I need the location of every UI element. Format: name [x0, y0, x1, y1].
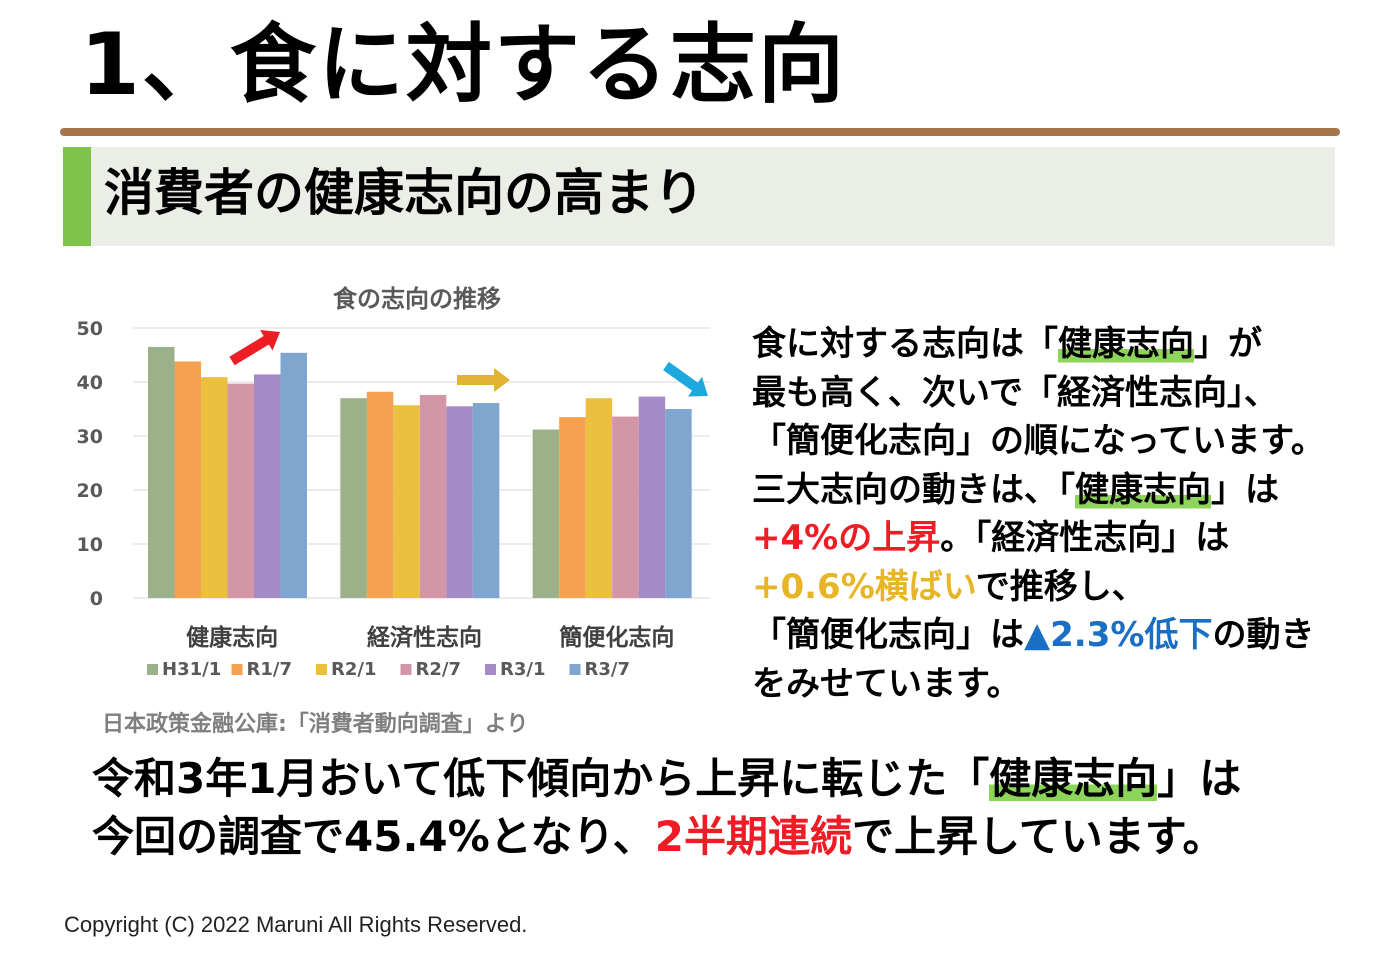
bar — [472, 403, 500, 598]
bar-chart: 食の志向の推移 0 10 20 30 40 50 健康志向 経済性志向 簡便化志向 H31/1 R1/… — [77, 285, 710, 680]
bar — [532, 429, 560, 598]
chart-title: 食の志向の推移 — [333, 285, 501, 313]
y-tick-label: 30 — [77, 426, 103, 448]
page-title: 1、食に対する志向 — [80, 15, 846, 115]
highlight-health-2: 健康志向 — [1075, 469, 1211, 510]
x-tick-label: 経済性志向 — [367, 624, 482, 651]
legend-label: R3/7 — [585, 659, 630, 680]
y-tick-label: 20 — [77, 480, 103, 502]
flat-text: +0.6%横ばい — [752, 566, 976, 607]
source-note: 日本政策金融公庫:「消費者動向調査」より — [102, 712, 529, 737]
bar — [585, 398, 613, 598]
bar — [559, 417, 586, 598]
consecutive-rise-text: 2半期連続 — [654, 812, 853, 861]
up-arrow — [229, 330, 280, 366]
bar — [665, 409, 692, 598]
rise-text: +4%の上昇 — [752, 518, 941, 558]
bar — [638, 396, 666, 598]
legend-swatch — [400, 664, 412, 675]
title-divider — [60, 128, 1340, 136]
bar — [393, 405, 420, 598]
bar — [446, 406, 473, 598]
legend-label: R3/1 — [500, 659, 545, 680]
y-tick-label: 10 — [77, 534, 103, 556]
x-tick-label: 簡便化志向 — [559, 624, 674, 651]
bar — [201, 377, 228, 598]
conclusion-text: 令和3年1月おいて低下傾向から上昇に転じた「健康志向」は 今回の調査で45.4%… — [92, 754, 1242, 861]
x-tick-label: 健康志向 — [186, 624, 278, 651]
copyright: Copyright (C) 2022 Maruni All Rights Res… — [64, 912, 528, 937]
y-tick-label: 0 — [90, 588, 103, 610]
y-tick-label: 50 — [77, 318, 103, 340]
highlight-health-3: 健康志向 — [989, 754, 1158, 803]
bar — [340, 398, 367, 598]
description-text: 食に対する志向は「健康志向」が 最も高く、次いで「経済性志向」、 「簡便化志向」… — [752, 324, 1325, 704]
right-arrow — [457, 368, 510, 392]
bar — [227, 383, 254, 598]
subtitle: 消費者の健康志向の高まり — [104, 164, 704, 222]
legend-swatch — [485, 664, 496, 675]
down-arrow — [663, 361, 708, 397]
legend-swatch — [569, 664, 581, 675]
legend-swatch — [147, 664, 158, 675]
legend-swatch — [231, 664, 243, 675]
legend-swatch — [316, 664, 327, 675]
y-tick-label: 40 — [77, 372, 103, 394]
decline-text: ▲2.3%低下 — [1024, 615, 1213, 655]
legend-label: R2/7 — [416, 659, 461, 680]
legend-label: H31/1 — [162, 659, 221, 680]
bar — [254, 374, 281, 598]
legend-label: R2/1 — [331, 659, 376, 680]
bar — [419, 394, 447, 598]
highlight-health: 健康志向 — [1058, 324, 1194, 364]
bar — [612, 416, 639, 598]
bar — [366, 391, 394, 598]
bar — [280, 352, 307, 598]
subtitle-banner — [63, 147, 1335, 246]
bar — [174, 361, 201, 598]
legend-label: R1/7 — [247, 659, 292, 680]
bar — [148, 346, 175, 598]
